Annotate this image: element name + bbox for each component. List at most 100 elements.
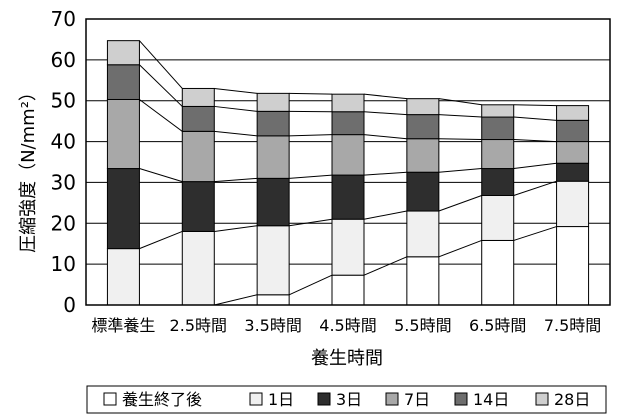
bar-segment	[106, 168, 140, 250]
x-tick-label: 6.5時間	[469, 316, 526, 335]
connector-lines	[139, 40, 557, 306]
bar-segment	[481, 116, 515, 141]
connector-line	[438, 114, 482, 118]
legend-swatch	[249, 392, 263, 406]
connector-line	[363, 210, 407, 220]
connector-line	[139, 40, 183, 89]
plot-frame	[85, 18, 611, 306]
connector-line	[214, 177, 258, 183]
connector-line	[214, 87, 258, 94]
bar-segment	[406, 210, 440, 258]
connector-line	[289, 92, 333, 95]
connector-line	[214, 294, 258, 306]
connector-line	[513, 116, 557, 121]
connector-line	[289, 134, 333, 137]
legend-swatch	[103, 392, 117, 406]
connector-line	[363, 171, 407, 176]
bar-segment	[256, 135, 290, 179]
bar-segment	[256, 110, 290, 137]
connector-line	[214, 225, 258, 232]
x-tick-label: 7.5時間	[544, 316, 601, 335]
bar-segment	[106, 98, 140, 170]
bar-segment	[331, 93, 365, 113]
connector-line	[363, 111, 407, 116]
connector-line	[214, 130, 258, 137]
bar-segment	[481, 104, 515, 118]
legend-swatch	[454, 392, 468, 406]
connector-line	[513, 104, 557, 107]
y-tick-label: 70	[51, 7, 76, 31]
connector-line	[438, 239, 482, 258]
y-tick-label: 60	[51, 48, 76, 72]
connector-line	[513, 226, 557, 241]
connector-line	[438, 195, 482, 212]
legend-box	[86, 385, 607, 414]
legend-label: 3日	[336, 390, 362, 409]
bar-segment	[406, 171, 440, 212]
bar-segment	[406, 256, 440, 306]
bar-segment	[181, 130, 215, 183]
axes: 0 10 20 30 40 50 60 70 標準養生 2.5時間 3.5時間 4.5時間 5.5時間 6…	[51, 7, 611, 335]
connector-line	[139, 230, 183, 250]
bar-segment	[331, 111, 365, 136]
legend: 養生終了後 1日 3日 7日 14日 28日	[86, 385, 607, 414]
legend-label: 養生終了後	[122, 390, 202, 409]
bars	[106, 40, 590, 306]
bar-segment	[256, 294, 290, 306]
legend-label: 1日	[268, 390, 294, 409]
bar-segment	[556, 180, 590, 228]
y-axis-label: 圧縮強度（N/mm²）	[18, 83, 39, 253]
connector-line	[289, 218, 333, 227]
bar-segment	[556, 162, 590, 182]
x-tick-label: 2.5時間	[170, 316, 227, 335]
bar-segment	[556, 226, 590, 306]
x-tick-label: 4.5時間	[319, 316, 376, 335]
bar-segment	[406, 114, 440, 140]
connector-line	[438, 98, 482, 106]
connector-line	[139, 64, 183, 107]
bar-segment	[406, 138, 440, 173]
bar-segment	[181, 105, 215, 132]
connector-line	[288, 274, 333, 296]
connector-line	[363, 134, 407, 140]
connector-line	[363, 93, 407, 100]
bar-segment	[331, 274, 365, 306]
connector-line	[513, 162, 557, 170]
legend-label: 14日	[473, 390, 509, 409]
bar-segment	[331, 174, 365, 220]
bar-segment	[256, 225, 290, 296]
bar-segment	[556, 119, 590, 143]
x-tick-label: 標準養生	[91, 316, 155, 335]
bar-segment	[331, 134, 365, 176]
x-axis-label: 養生時間	[311, 348, 383, 369]
y-tick-label: 30	[51, 170, 76, 194]
connector-line	[438, 138, 482, 141]
legend-swatch	[385, 392, 399, 406]
y-tick-label: 10	[51, 252, 76, 276]
connector-line	[289, 174, 333, 179]
y-tick-label: 20	[51, 211, 76, 235]
bar-segment	[181, 230, 215, 306]
legend-label: 7日	[404, 390, 430, 409]
y-tick-label: 50	[51, 89, 76, 113]
bar-segment	[106, 64, 140, 100]
bar-segment	[256, 92, 290, 112]
bar-segment	[181, 181, 215, 232]
y-tick-label: 0	[63, 293, 76, 317]
x-tick-label: 3.5時間	[244, 316, 301, 335]
x-tick-label: 5.5時間	[394, 316, 451, 335]
bar-segment	[181, 87, 215, 107]
legend-swatch	[535, 392, 549, 406]
y-tick-label: 40	[51, 130, 76, 154]
bar-segment	[556, 141, 590, 164]
bar-segment	[106, 248, 140, 306]
bar-segment	[481, 168, 515, 197]
connector-line	[139, 168, 183, 183]
connector-line	[438, 168, 482, 173]
bar-segment	[481, 239, 515, 306]
connector-line	[513, 139, 557, 143]
bar-segment	[556, 105, 590, 121]
bar-segment	[406, 98, 440, 116]
bar-segment	[331, 218, 365, 276]
